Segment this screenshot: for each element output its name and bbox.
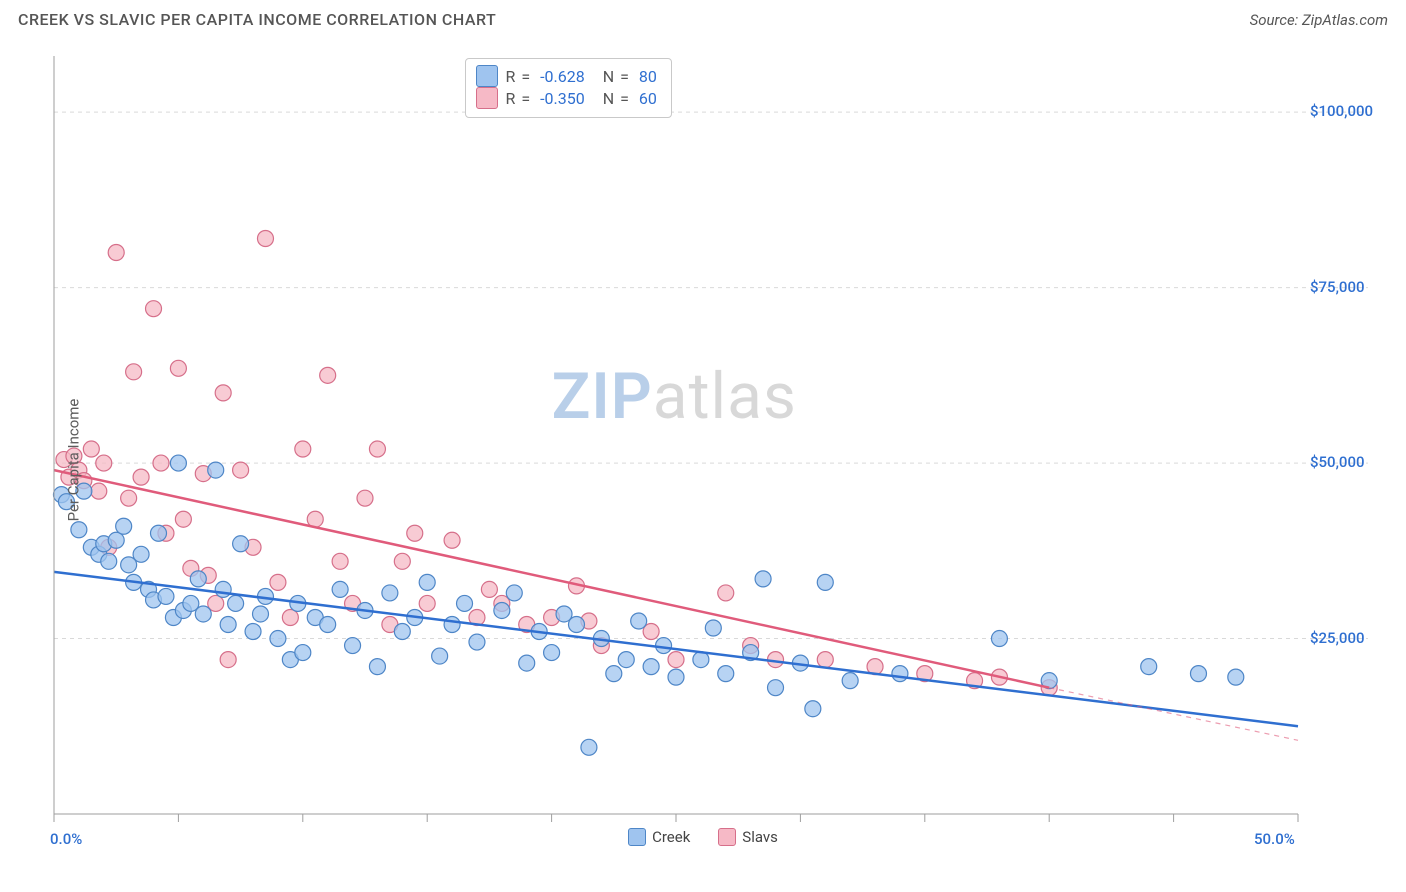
legend-n-label: N = <box>603 89 631 108</box>
chart-title: CREEK VS SLAVIC PER CAPITA INCOME CORREL… <box>18 10 496 29</box>
legend-r-label: R = <box>506 89 533 108</box>
legend-swatch <box>476 87 498 109</box>
y-tick-label: $75,000 <box>1310 278 1365 296</box>
source-credit: Source: ZipAtlas.com <box>1250 11 1388 29</box>
y-tick-label: $25,000 <box>1310 629 1365 647</box>
scatter-plot <box>18 46 1388 874</box>
header: CREEK VS SLAVIC PER CAPITA INCOME CORREL… <box>0 0 1406 35</box>
series-legend: Creek Slavs <box>18 828 1388 846</box>
legend-item-creek: Creek <box>628 828 690 846</box>
legend-r-value: -0.350 <box>540 89 585 108</box>
source-name: ZipAtlas.com <box>1302 11 1388 29</box>
y-tick-label: $50,000 <box>1310 453 1365 471</box>
legend-n-value: 80 <box>639 67 657 86</box>
legend-swatch <box>718 828 736 846</box>
source-prefix: Source: <box>1250 11 1302 29</box>
legend-n-label: N = <box>603 67 631 86</box>
correlation-legend: R = -0.628 N = 80 R = -0.350 N = 60 <box>465 58 672 118</box>
legend-label: Creek <box>652 828 690 846</box>
legend-r-value: -0.628 <box>540 67 585 86</box>
legend-row-slavs: R = -0.350 N = 60 <box>476 87 657 109</box>
legend-n-value: 60 <box>639 89 657 108</box>
legend-item-slavs: Slavs <box>718 828 778 846</box>
legend-swatch <box>476 65 498 87</box>
y-tick-label: $100,000 <box>1310 102 1373 120</box>
legend-swatch <box>628 828 646 846</box>
legend-row-creek: R = -0.628 N = 80 <box>476 65 657 87</box>
legend-r-label: R = <box>506 67 533 86</box>
chart-area: Per Capita Income ZIPatlas0.0%50.0%$25,0… <box>18 46 1388 874</box>
y-axis-label: Per Capita Income <box>64 399 82 522</box>
legend-label: Slavs <box>742 828 778 846</box>
